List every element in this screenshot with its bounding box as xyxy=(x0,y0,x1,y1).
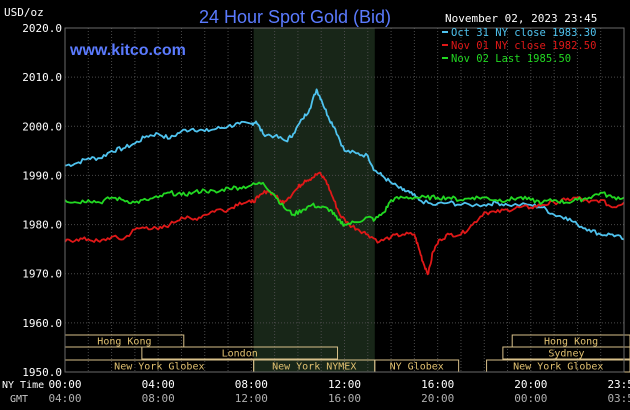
market-session-bars: Hong Kong London New York Globex New York N… xyxy=(64,334,630,373)
legend-entry: Oct 31 NY close 1983.30 xyxy=(451,27,596,39)
y-tick-label: 1960.0 xyxy=(22,317,62,330)
timestamp-label: November 02, 2023 23:45 xyxy=(445,12,597,25)
y-axis: 2020.0 2010.0 2000.0 1990.0 1980.0 1970.0 1960… xyxy=(22,22,62,379)
series-line xyxy=(64,171,625,276)
x-axis-label-ny: NY Time xyxy=(2,380,44,391)
shaded-session xyxy=(253,28,375,372)
plot-frame xyxy=(64,27,625,373)
market-label: New York Globex xyxy=(513,362,603,373)
legend-entry: Nov 01 NY close 1982.50 xyxy=(451,40,596,52)
y-tick-label: 1980.0 xyxy=(22,219,62,232)
shaded-session-region xyxy=(253,28,375,372)
legend-entry: Nov 02 Last 1985.50 xyxy=(451,53,571,65)
x-tick-label-ny: 20:00 xyxy=(514,378,547,391)
x-tick-label-ny: 12:00 xyxy=(328,378,361,391)
x-tick-label-ny: 00:00 xyxy=(48,378,81,391)
x-tick-label-ny: 04:00 xyxy=(142,378,175,391)
price-series xyxy=(64,88,625,276)
chart-title: 24 Hour Spot Gold (Bid) xyxy=(199,7,391,27)
x-tick-label-gmt: 20:00 xyxy=(421,392,454,405)
y-tick-label: 1990.0 xyxy=(22,169,62,182)
x-tick-label-ny: 16:00 xyxy=(421,378,454,391)
x-tick-label-gmt: 03:59 xyxy=(607,392,630,405)
market-label: Sydney xyxy=(548,349,584,360)
market-label: New York Globex xyxy=(114,362,204,373)
series-line xyxy=(64,88,625,241)
x-tick-label-gmt: 12:00 xyxy=(235,392,268,405)
y-tick-label: 2000.0 xyxy=(22,120,62,133)
x-tick-label-gmt: 16:00 xyxy=(328,392,361,405)
x-tick-label-ny: 08:00 xyxy=(235,378,268,391)
series-line xyxy=(64,181,625,227)
y-tick-label: 1950.0 xyxy=(22,366,62,379)
market-label: NY Globex xyxy=(390,362,444,373)
market-label: Hong Kong xyxy=(97,337,151,348)
units-label: USD/oz xyxy=(4,6,44,19)
x-tick-label-gmt: 04:00 xyxy=(48,392,81,405)
y-tick-label: 2020.0 xyxy=(22,22,62,35)
x-tick-label-gmt: 00:00 xyxy=(514,392,547,405)
x-axis-label-gmt: GMT xyxy=(10,394,28,405)
market-label: Hong Kong xyxy=(544,337,598,348)
x-axis: 00:0004:0004:0008:0008:0012:0012:0016:00… xyxy=(48,378,630,405)
market-box xyxy=(502,346,630,360)
y-tick-label: 1970.0 xyxy=(22,268,62,281)
x-tick-label-gmt: 08:00 xyxy=(142,392,175,405)
market-label: New York NYMEX xyxy=(272,362,356,373)
y-tick-label: 2010.0 xyxy=(22,71,62,84)
market-label: London xyxy=(222,349,258,360)
market-box xyxy=(141,346,339,360)
x-tick-label-ny: 23:59 xyxy=(607,378,630,391)
kitco-watermark: www.kitco.com xyxy=(69,42,186,59)
